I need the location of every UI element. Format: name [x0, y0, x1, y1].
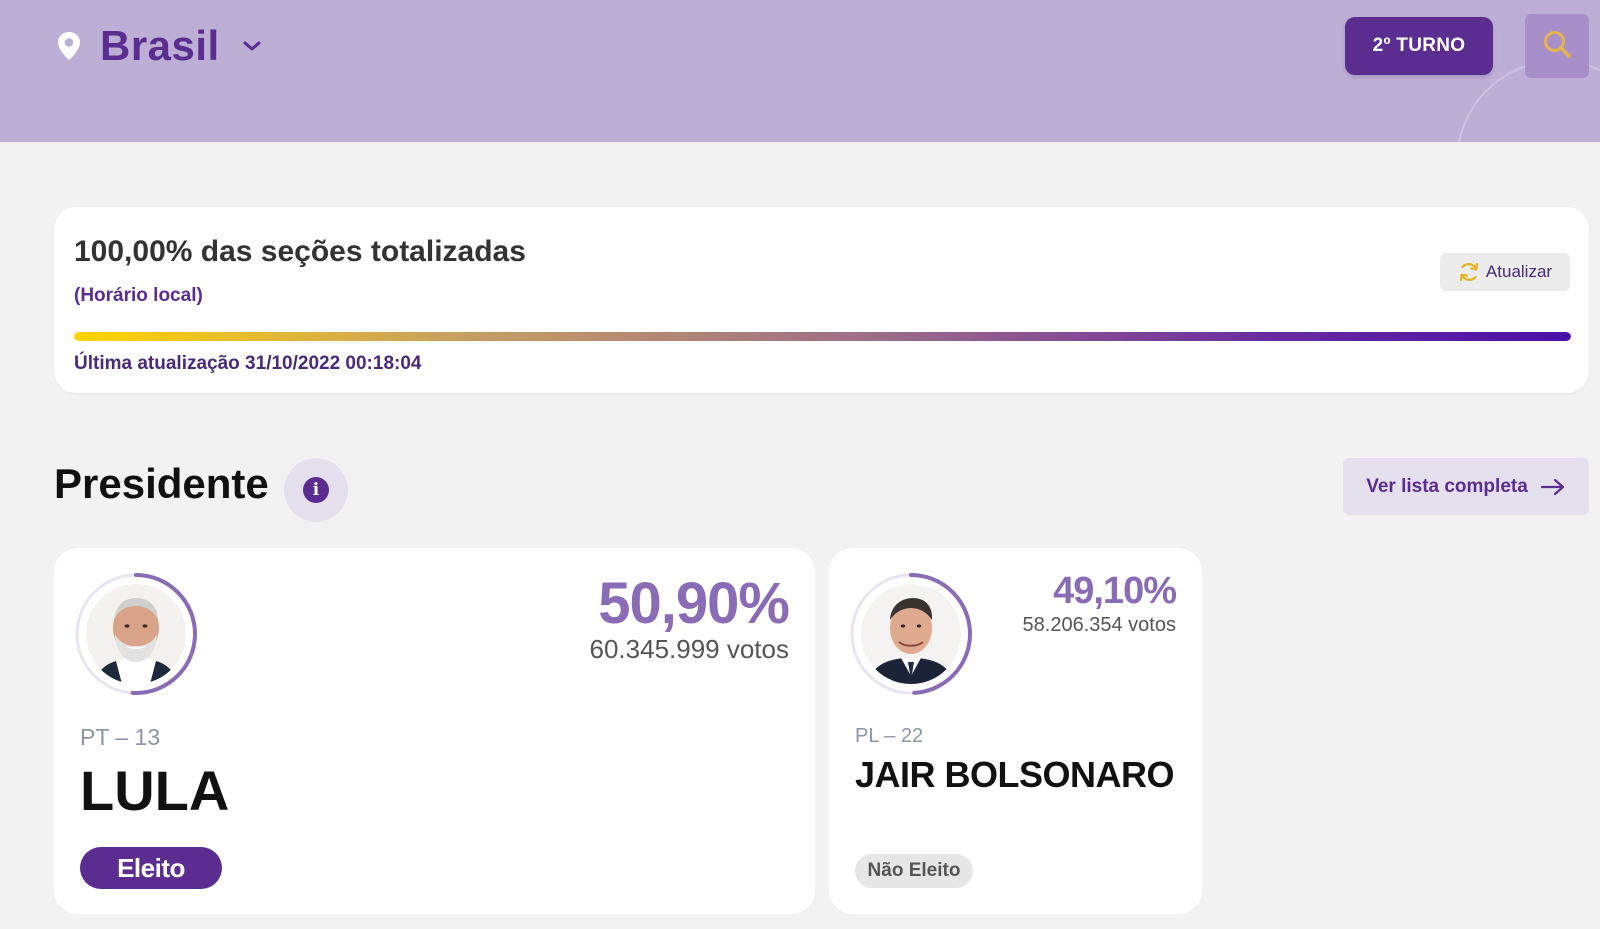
status-badge: Eleito [80, 847, 222, 889]
candidate-photo [861, 584, 961, 684]
header-bar: Brasil 2º TURNO [0, 0, 1600, 142]
status-badge: Não Eleito [855, 854, 973, 888]
refresh-button[interactable]: Atualizar [1440, 253, 1570, 291]
full-list-label: Ver lista completa [1366, 475, 1528, 497]
search-button[interactable] [1525, 14, 1589, 78]
refresh-label: Atualizar [1485, 262, 1553, 281]
totalization-progress-fill [74, 332, 1571, 341]
candidate-name: LULA [80, 759, 230, 822]
arrow-right-icon [1540, 478, 1566, 496]
info-icon: i [303, 477, 329, 503]
totalization-title: 100,00% das seções totalizadas [74, 235, 526, 268]
totalization-card: 100,00% das seções totalizadas (Horário … [54, 207, 1589, 393]
search-icon [1542, 29, 1572, 64]
vote-percentage: 50,90% [598, 571, 790, 636]
totalization-progress-bar [74, 332, 1571, 341]
vote-percentage: 49,10% [1053, 570, 1177, 612]
vote-count: 60.345.999 votos [589, 634, 790, 664]
turno-button[interactable]: 2º TURNO [1345, 17, 1493, 75]
vote-count: 58.206.354 votos [1022, 614, 1176, 636]
party-number: PL – 22 [855, 725, 924, 747]
refresh-icon [1458, 261, 1480, 283]
candidate-photo [86, 584, 186, 684]
chevron-down-icon [242, 39, 262, 53]
candidate-avatar [849, 572, 973, 696]
full-list-button[interactable]: Ver lista completa [1343, 458, 1589, 515]
candidate-avatar [74, 572, 198, 696]
location-selector[interactable]: Brasil [56, 22, 262, 70]
candidate-card[interactable]: 50,90% 60.345.999 votos PT – 13 LULA Ele… [54, 548, 815, 914]
last-update-text: Última atualização 31/10/2022 00:18:04 [74, 353, 422, 374]
info-button[interactable]: i [284, 458, 348, 522]
location-title: Brasil [100, 22, 220, 69]
candidate-name: JAIR BOLSONARO [855, 754, 1175, 795]
section-title: Presidente [54, 460, 269, 507]
candidate-card[interactable]: 49,10% 58.206.354 votos PL – 22 JAIR BOL… [829, 548, 1202, 914]
local-time-note: (Horário local) [74, 285, 203, 306]
location-pin-icon [56, 31, 82, 61]
party-number: PT – 13 [80, 724, 161, 750]
